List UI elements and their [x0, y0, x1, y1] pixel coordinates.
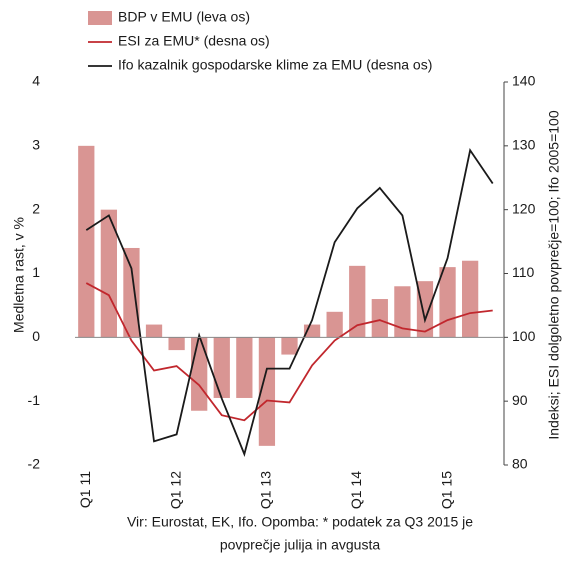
y-tick-label: 2	[32, 200, 40, 216]
x-tick-label: Q1 12	[167, 471, 183, 509]
y2-tick-label: 110	[512, 264, 535, 280]
x-tick-label: Q1 15	[438, 471, 454, 509]
y-tick-label: -2	[28, 456, 41, 472]
y2-tick-label: 130	[512, 137, 536, 153]
y-tick-label: 1	[32, 264, 40, 280]
note: Vir: Eurostat, EK, Ifo. Opomba: * podate…	[127, 514, 473, 530]
y-tick-label: -1	[28, 392, 41, 408]
note: povprečje julija in avgusta	[220, 537, 381, 553]
y-tick-label: 4	[32, 73, 40, 89]
y-axis-title: Medletna rast, v %	[11, 217, 27, 333]
bar	[349, 265, 366, 338]
bar	[416, 281, 434, 338]
x-tick-label: Q1 13	[258, 471, 274, 509]
bar	[258, 337, 276, 446]
y2-tick-label: 120	[512, 200, 536, 216]
bar	[168, 337, 185, 351]
y2-tick-label: 100	[512, 328, 536, 344]
legend-label: Ifo kazalnik gospodarske klime za EMU (d…	[118, 57, 432, 73]
bar	[371, 299, 388, 338]
y2-tick-label: 80	[512, 456, 528, 472]
bar	[123, 247, 140, 338]
bar	[394, 286, 411, 338]
bar	[145, 324, 163, 338]
y2-tick-label: 90	[512, 392, 528, 408]
legend-label: ESI za EMU* (desna os)	[118, 33, 270, 49]
y-tick-label: 0	[32, 328, 40, 344]
bar	[462, 260, 479, 338]
line	[85, 148, 494, 457]
y2-axis-title: Indeksi; ESI dolgoletno povprečje=100; I…	[546, 110, 562, 439]
y-tick-label: 3	[32, 137, 40, 153]
legend-swatch	[88, 11, 112, 25]
bar	[191, 337, 208, 411]
bar	[281, 337, 298, 355]
legend-label: BDP v EMU (leva os)	[118, 9, 250, 25]
x-tick-label: Q1 14	[348, 471, 364, 509]
line	[85, 282, 493, 422]
bar	[236, 337, 253, 398]
bar	[78, 145, 95, 338]
bar	[213, 337, 230, 398]
bar	[100, 209, 117, 338]
y2-tick-label: 140	[512, 73, 536, 89]
bar	[326, 311, 343, 338]
bar	[439, 267, 456, 338]
x-tick-label: Q1 11	[77, 471, 93, 508]
